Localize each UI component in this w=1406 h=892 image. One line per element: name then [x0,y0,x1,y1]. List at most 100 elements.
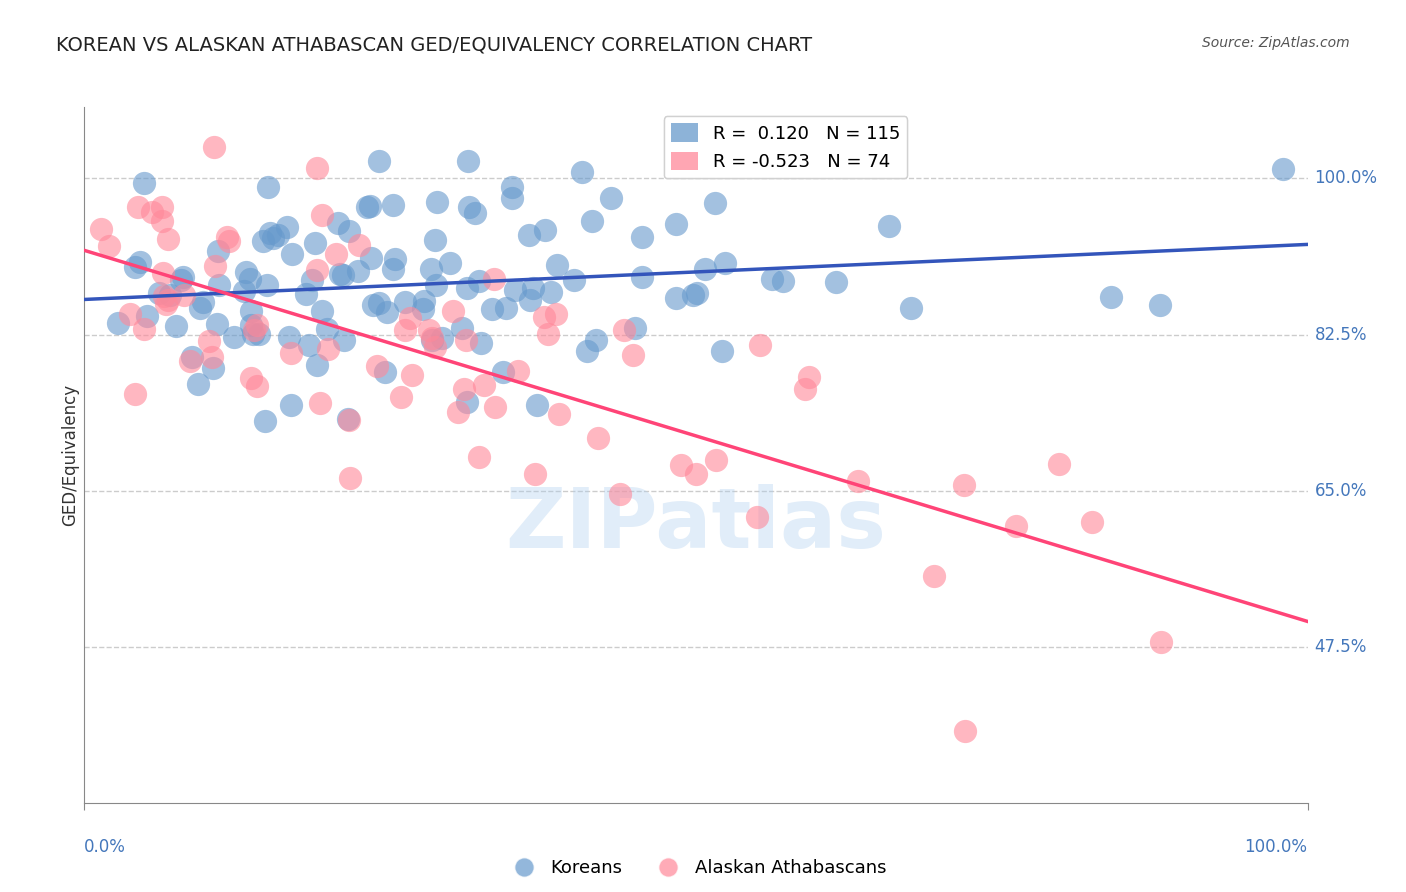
Point [346,264,368,278]
Point [207,277,229,292]
Point [304,235,326,250]
Point [359,199,381,213]
Point [253,414,276,428]
Point [495,301,517,316]
Point [361,298,384,312]
Point [1081,515,1104,529]
Point [747,510,769,524]
Point [425,278,447,293]
Point [1099,290,1122,304]
Point [156,293,179,307]
Point [298,338,321,352]
Point [295,287,318,301]
Point [356,200,378,214]
Point [609,486,631,500]
Point [367,296,389,310]
Point [347,237,370,252]
Point [333,333,356,347]
Point [155,297,177,311]
Point [501,191,523,205]
Point [165,318,187,333]
Point [339,471,361,485]
Point [232,284,254,298]
Point [470,335,492,350]
Point [586,431,609,445]
Point [482,271,505,285]
Point [129,255,152,269]
Point [419,262,441,277]
Point [797,370,820,384]
Point [420,333,443,347]
Point [600,191,623,205]
Point [453,382,475,396]
Point [900,301,922,316]
Point [252,234,274,248]
Legend: R =  0.120   N = 115, R = -0.523   N = 74: R = 0.120 N = 115, R = -0.523 N = 74 [664,116,907,178]
Point [135,310,157,324]
Point [501,180,523,194]
Text: KOREAN VS ALASKAN ATHABASCAN GED/EQUIVALENCY CORRELATION CHART: KOREAN VS ALASKAN ATHABASCAN GED/EQUIVAL… [56,36,813,54]
Point [172,270,194,285]
Point [368,153,391,168]
Point [503,283,526,297]
Point [239,303,262,318]
Point [152,267,174,281]
Point [472,378,495,392]
Point [456,281,478,295]
Point [456,394,478,409]
Text: 100.0%: 100.0% [1315,169,1378,187]
Point [457,153,479,168]
Point [526,398,548,412]
Point [523,467,546,481]
Point [360,251,382,265]
Point [205,317,228,331]
Point [201,350,224,364]
Point [686,285,709,300]
Point [325,247,347,261]
Point [257,180,280,194]
Point [134,176,156,190]
Point [239,272,262,286]
Point [749,338,772,352]
Point [665,291,688,305]
Point [481,302,503,317]
Point [198,334,221,348]
Point [127,200,149,214]
Point [468,274,491,288]
Point [239,371,262,385]
Point [124,260,146,274]
Point [329,267,352,281]
Point [621,349,644,363]
Point [366,359,388,373]
Point [492,366,515,380]
Point [447,405,470,419]
Point [259,226,281,240]
Point [519,293,541,307]
Point [953,724,976,739]
Point [585,333,607,347]
Point [246,318,269,332]
Point [439,256,461,270]
Text: 0.0%: 0.0% [84,838,127,856]
Point [508,364,530,378]
Point [1047,457,1070,471]
Point [623,321,645,335]
Point [394,294,416,309]
Point [107,316,129,330]
Point [315,322,337,336]
Point [170,273,193,287]
Point [235,265,257,279]
Point [450,320,472,334]
Point [468,450,491,464]
Point [671,458,693,472]
Point [202,140,225,154]
Point [97,239,120,253]
Point [152,214,174,228]
Point [256,278,278,293]
Point [630,230,652,244]
Point [540,285,562,299]
Point [711,343,734,358]
Point [222,330,245,344]
Point [150,200,173,214]
Point [337,224,360,238]
